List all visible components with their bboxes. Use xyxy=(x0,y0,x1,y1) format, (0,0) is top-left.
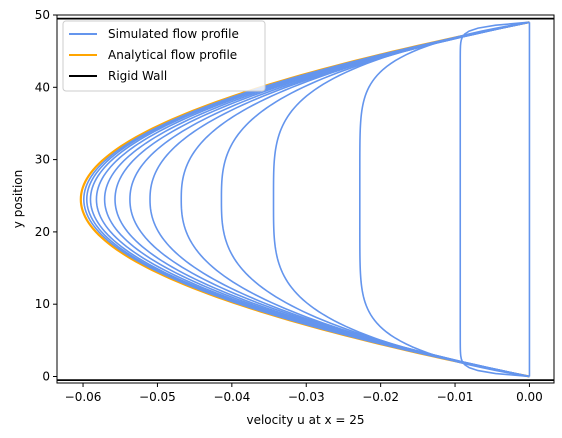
x-axis-ticks: −0.06 −0.05 −0.04 −0.03 −0.02 −0.01 0.00 xyxy=(65,383,543,404)
x-tick-label: −0.01 xyxy=(437,390,474,404)
legend: Simulated flow profile Analytical flow p… xyxy=(63,21,265,91)
y-tick-label: 20 xyxy=(35,225,50,239)
x-tick-label: −0.06 xyxy=(65,390,102,404)
y-tick-label: 10 xyxy=(35,297,50,311)
x-tick-label: −0.05 xyxy=(139,390,176,404)
x-tick-label: 0.00 xyxy=(516,390,543,404)
y-axis-ticks: 0 10 20 30 40 50 xyxy=(35,8,57,383)
y-tick-label: 0 xyxy=(42,369,50,383)
legend-label-analytical: Analytical flow profile xyxy=(108,48,237,62)
legend-label-wall: Rigid Wall xyxy=(108,69,167,83)
y-tick-label: 40 xyxy=(35,80,50,94)
y-tick-label: 30 xyxy=(35,153,50,167)
legend-label-simulated: Simulated flow profile xyxy=(108,27,239,41)
y-tick-label: 50 xyxy=(35,8,50,22)
x-tick-label: −0.02 xyxy=(362,390,399,404)
x-axis-label: velocity u at x = 25 xyxy=(246,413,364,427)
x-tick-label: −0.03 xyxy=(288,390,325,404)
simulated-profile-line-2 xyxy=(360,22,530,376)
y-axis-label: y position xyxy=(11,170,25,228)
x-tick-label: −0.04 xyxy=(213,390,250,404)
simulated-profile-line-1 xyxy=(460,22,529,376)
simulated-profile-line-4 xyxy=(221,22,529,376)
